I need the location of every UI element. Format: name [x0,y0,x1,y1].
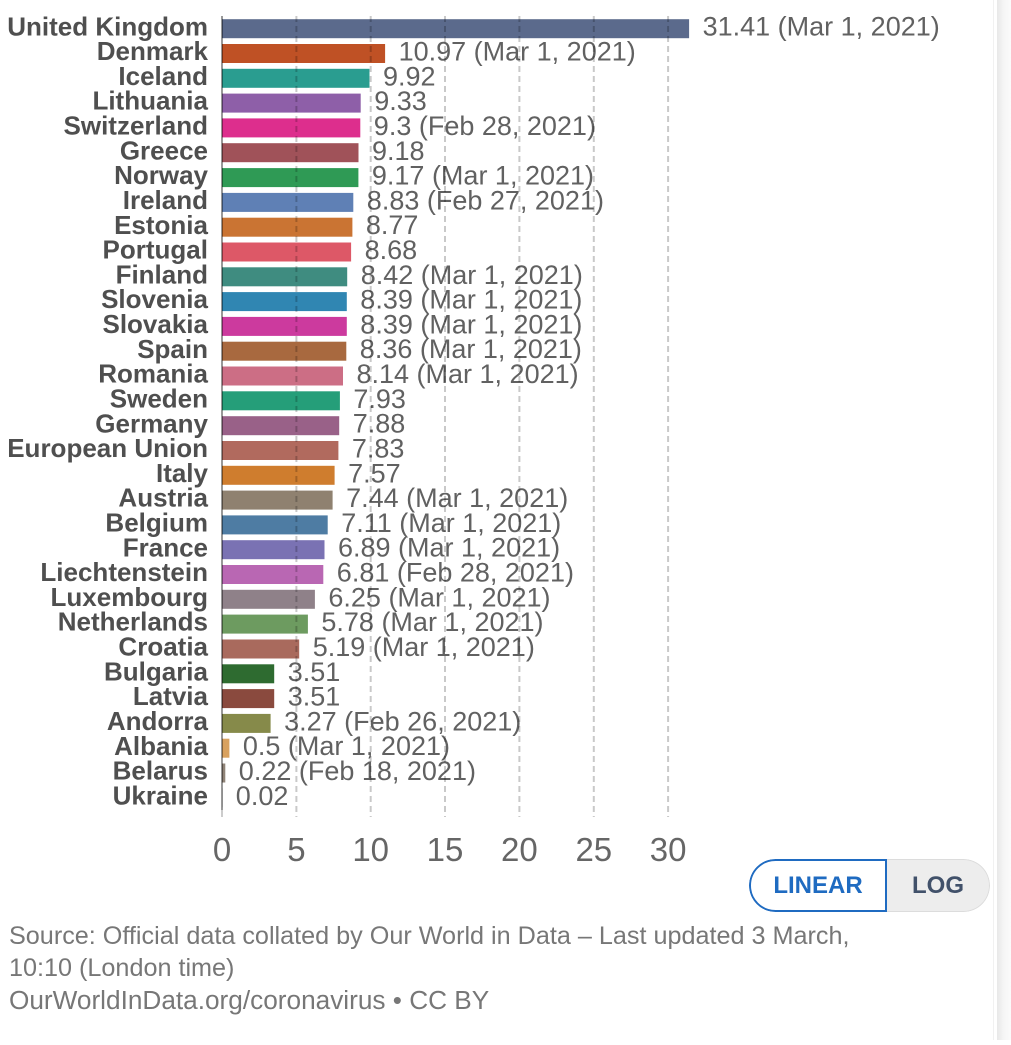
svg-text:0: 0 [213,831,231,868]
svg-text:25: 25 [575,831,612,868]
svg-text:20: 20 [501,831,538,868]
svg-text:5: 5 [287,831,305,868]
svg-text:0.02: 0.02 [236,781,289,811]
svg-text:31.41 (Mar 1, 2021): 31.41 (Mar 1, 2021) [703,12,940,42]
svg-text:15: 15 [427,831,464,868]
svg-text:5.19 (Mar 1, 2021): 5.19 (Mar 1, 2021) [313,632,535,662]
svg-text:30: 30 [650,831,687,868]
svg-text:10: 10 [352,831,389,868]
svg-text:Ukraine: Ukraine [113,780,208,810]
